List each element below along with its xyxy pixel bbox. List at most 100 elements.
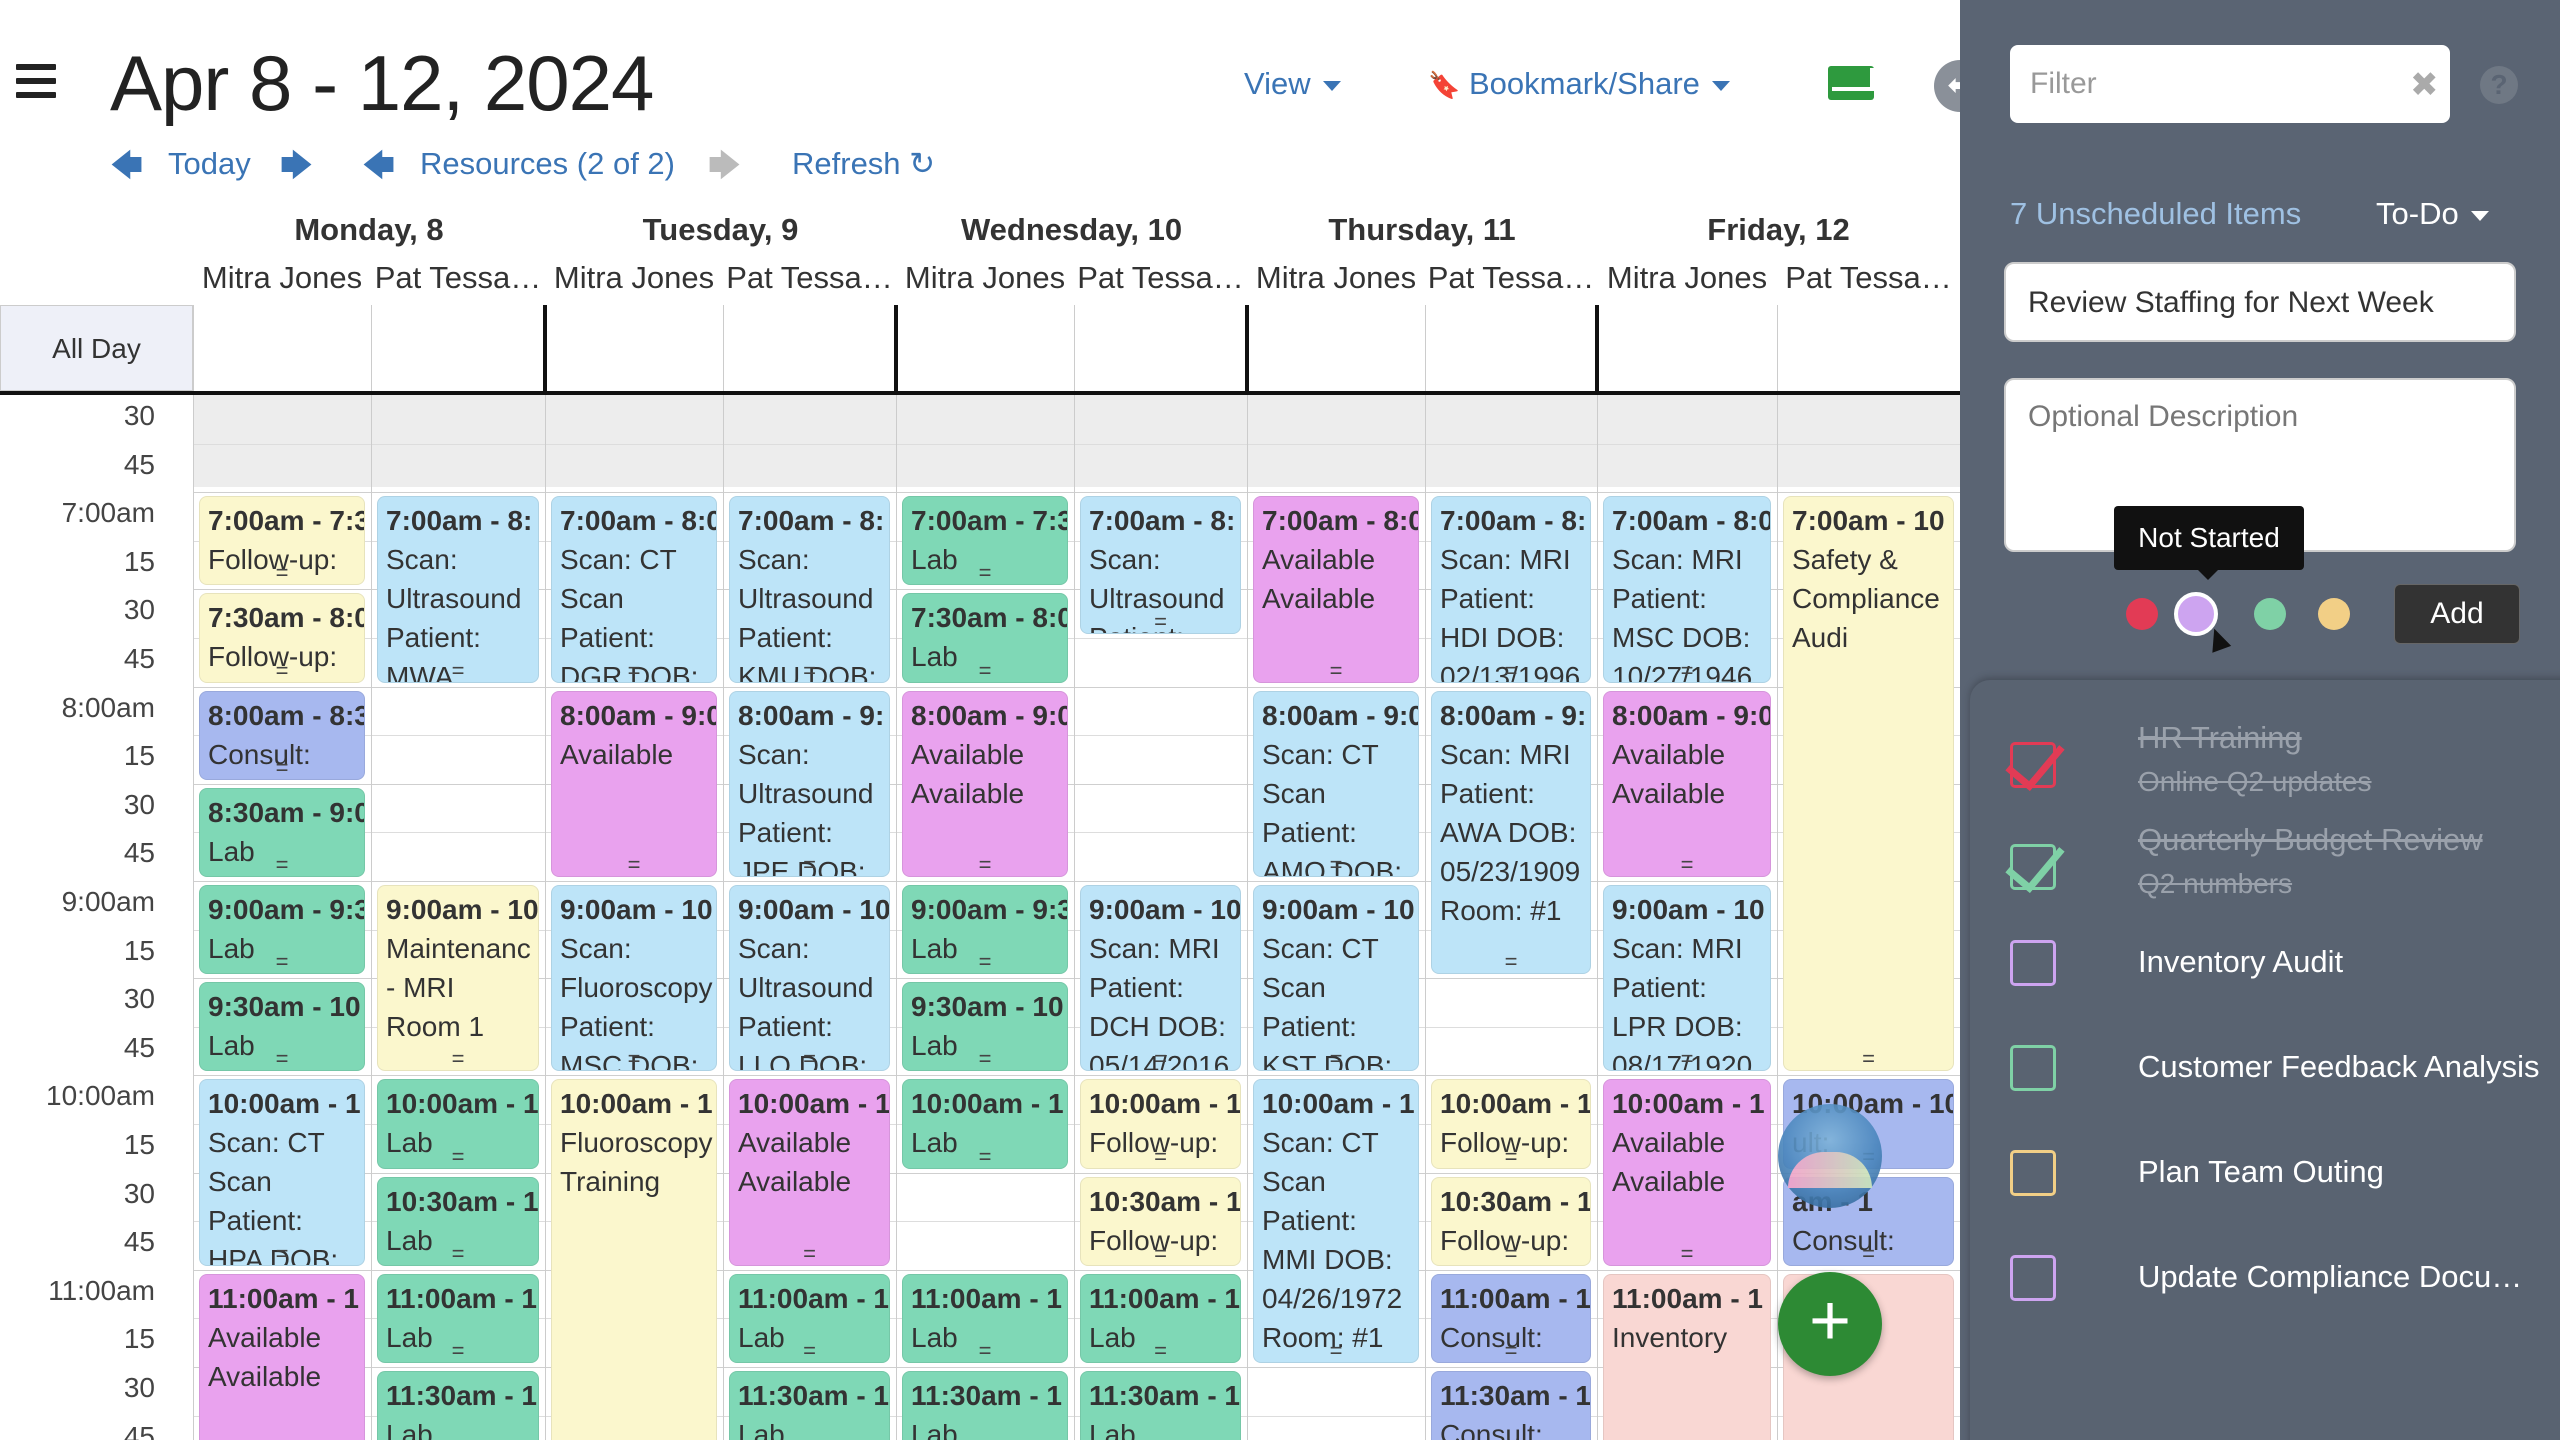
event-block[interactable]: 10:00am - 1 Fluoroscopy Training = xyxy=(551,1079,717,1440)
event-block[interactable]: 9:00am - 10 Scan: Ultrasound Patient: LLO… xyxy=(729,885,890,1072)
checkbox-checked-icon[interactable] xyxy=(2005,831,2065,893)
resize-handle-icon[interactable]: = xyxy=(803,1046,816,1072)
event-block[interactable]: 9:00am - 9:3 Lab = xyxy=(199,885,365,975)
bookmark-share-dropdown[interactable]: 🔖 Bookmark/Share xyxy=(1428,66,1730,102)
resize-handle-icon[interactable]: = xyxy=(730,1437,889,1440)
today-button[interactable]: Today xyxy=(168,146,251,181)
resize-handle-icon[interactable]: = xyxy=(451,657,465,683)
checkbox-icon[interactable] xyxy=(2010,1150,2056,1196)
event-block[interactable]: 11:30am - 1 Lab= xyxy=(377,1371,539,1440)
resize-handle-icon[interactable]: = xyxy=(275,657,289,683)
resize-handle-icon[interactable]: = xyxy=(903,1437,1067,1440)
event-block[interactable]: 10:00am - 1 Available Available = xyxy=(1603,1079,1771,1266)
resize-handle-icon[interactable]: = xyxy=(1604,1437,1770,1440)
resource-header[interactable]: Mitra Jones xyxy=(1255,260,1417,295)
resize-handle-icon[interactable]: = xyxy=(803,851,816,877)
event-block[interactable]: 11:00am - 1 Available Available = xyxy=(199,1273,365,1440)
event-block[interactable]: 10:30am - 1 Follow-up: = xyxy=(1431,1176,1591,1266)
event-block[interactable]: 11:30am - 1 Lab= xyxy=(1080,1371,1241,1440)
resize-handle-icon[interactable]: = xyxy=(275,851,289,877)
event-block[interactable]: 11:30am - 1 Consult:= xyxy=(1431,1371,1591,1440)
resize-handle-icon[interactable]: = xyxy=(1081,1437,1240,1440)
event-block[interactable]: 9:00am - 10 Scan: MRI Patient: LPR DOB: 0… xyxy=(1603,885,1771,1072)
resize-handle-icon[interactable]: = xyxy=(451,1240,465,1266)
resize-handle-icon[interactable]: = xyxy=(1862,1046,1875,1072)
todo-item[interactable]: Plan Team Outing xyxy=(1970,1150,2560,1250)
next-week-icon[interactable]: 🡆 xyxy=(280,147,314,183)
resize-handle-icon[interactable]: = xyxy=(1504,949,1518,975)
day-header[interactable]: Friday, 12 xyxy=(1707,212,1850,247)
resize-handle-icon[interactable]: = xyxy=(1154,1240,1167,1266)
resize-handle-icon[interactable]: = xyxy=(627,851,641,877)
list-type-dropdown[interactable]: To-Do xyxy=(2376,196,2489,232)
prev-resources-icon[interactable]: 🡄 xyxy=(362,147,396,183)
resize-handle-icon[interactable]: = xyxy=(275,754,289,780)
resize-handle-icon[interactable]: = xyxy=(978,657,992,683)
resize-handle-icon[interactable]: = xyxy=(275,949,289,975)
resize-handle-icon[interactable]: = xyxy=(1862,1240,1875,1266)
event-block[interactable]: 11:00am - 1 Lab = xyxy=(377,1273,539,1363)
event-block[interactable]: 8:00am - 9: Scan: Ultrasound Patient: JPE… xyxy=(729,690,890,877)
new-item-title-input[interactable]: Review Staffing for Next Week xyxy=(2004,262,2516,342)
color-purple-option[interactable] xyxy=(2174,592,2218,636)
todo-item[interactable]: Update Compliance Docu… xyxy=(1970,1255,2560,1355)
event-block[interactable]: 7:00am - 8: Scan: Ultrasound Patient: MWA… xyxy=(377,496,539,683)
resources-button[interactable]: Resources (2 of 2) xyxy=(420,146,675,181)
resize-handle-icon[interactable]: = xyxy=(1329,851,1343,877)
todo-item[interactable]: Customer Feedback Analysis xyxy=(1970,1045,2560,1145)
checkbox-icon[interactable] xyxy=(2010,940,2056,986)
resize-handle-icon[interactable]: = xyxy=(1504,657,1518,683)
event-block[interactable]: 10:00am - 1 Scan: CT Scan Patient: HPA DO… xyxy=(199,1079,365,1266)
event-block[interactable]: 9:00am - 10 Scan: MRI Patient: DCH DOB: 0… xyxy=(1080,885,1241,1072)
color-green-option[interactable] xyxy=(2254,598,2286,630)
resize-handle-icon[interactable]: = xyxy=(1329,1337,1343,1363)
unscheduled-count[interactable]: 7 Unscheduled Items xyxy=(2010,196,2302,231)
resize-handle-icon[interactable]: = xyxy=(200,1437,364,1440)
event-block[interactable]: 10:00am - 1 Lab = xyxy=(902,1079,1068,1169)
event-block[interactable]: 8:30am - 9:0 Lab = xyxy=(199,787,365,877)
resize-handle-icon[interactable]: = xyxy=(1504,1143,1518,1169)
event-block[interactable]: 10:30am - 1 Follow-up: = xyxy=(1080,1176,1241,1266)
hamburger-menu-icon[interactable] xyxy=(16,64,56,104)
resize-handle-icon[interactable]: = xyxy=(1329,1046,1343,1072)
day-header[interactable]: Tuesday, 9 xyxy=(642,212,799,247)
event-block[interactable]: 10:00am - 1 Follow-up: = xyxy=(1431,1079,1591,1169)
event-block[interactable]: 11:00am - 1 Consult: = xyxy=(1431,1273,1591,1363)
resize-handle-icon[interactable]: = xyxy=(451,1337,465,1363)
todo-item[interactable]: Inventory Audit xyxy=(1970,940,2560,1040)
resize-handle-icon[interactable]: = xyxy=(978,1337,992,1363)
clear-icon[interactable]: ✖ xyxy=(2410,66,2439,104)
event-block[interactable]: 9:30am - 10 Lab = xyxy=(902,982,1068,1072)
event-block[interactable]: 8:00am - 9:0 Available Available = xyxy=(1603,690,1771,877)
floating-widget-icon[interactable] xyxy=(1778,1104,1882,1208)
day-header[interactable]: Wednesday, 10 xyxy=(960,212,1183,247)
event-block[interactable]: 7:00am - 8: Scan: MRI Patient: HDI DOB: 0… xyxy=(1431,496,1591,683)
resource-header[interactable]: Mitra Jones xyxy=(201,260,363,295)
event-block[interactable]: 10:30am - 1 Lab = xyxy=(377,1176,539,1266)
resize-handle-icon[interactable]: = xyxy=(451,1143,465,1169)
event-block[interactable]: 7:00am - 7:3 Lab = xyxy=(902,496,1068,586)
resize-handle-icon[interactable]: = xyxy=(627,1046,641,1072)
resource-header[interactable]: Mitra Jones xyxy=(904,260,1066,295)
resize-handle-icon[interactable]: = xyxy=(1784,1437,1953,1440)
event-block[interactable]: 8:00am - 9:0 Available = xyxy=(551,690,717,877)
event-block[interactable]: 7:00am - 8:0 Scan: CT Scan Patient: DGR D… xyxy=(551,496,717,683)
resize-handle-icon[interactable]: = xyxy=(627,657,641,683)
resize-handle-icon[interactable]: = xyxy=(803,1337,816,1363)
resource-header[interactable]: Pat Tessa… xyxy=(726,260,893,295)
resize-handle-icon[interactable]: = xyxy=(552,1437,716,1440)
resize-handle-icon[interactable]: = xyxy=(803,1240,816,1266)
resize-handle-icon[interactable]: = xyxy=(1680,1046,1694,1072)
day-header[interactable]: Monday, 8 xyxy=(294,212,444,247)
resource-header[interactable]: Mitra Jones xyxy=(553,260,715,295)
resize-handle-icon[interactable]: = xyxy=(978,1143,992,1169)
resize-handle-icon[interactable]: = xyxy=(1680,1240,1694,1266)
event-block[interactable]: 9:00am - 9:3 Lab = xyxy=(902,885,1068,975)
resize-handle-icon[interactable]: = xyxy=(1154,1143,1167,1169)
event-block[interactable]: 7:00am - 8: Scan: Ultrasound Patient: AOB… xyxy=(1080,496,1241,634)
event-block[interactable]: 10:00am - 1 Lab = xyxy=(377,1079,539,1169)
color-red-option[interactable] xyxy=(2126,598,2158,630)
event-block[interactable]: 7:00am - 7:3 Follow-up: = xyxy=(199,496,365,586)
resource-header[interactable]: Pat Tessa… xyxy=(1427,260,1595,295)
mail-icon[interactable] xyxy=(1828,66,1874,100)
